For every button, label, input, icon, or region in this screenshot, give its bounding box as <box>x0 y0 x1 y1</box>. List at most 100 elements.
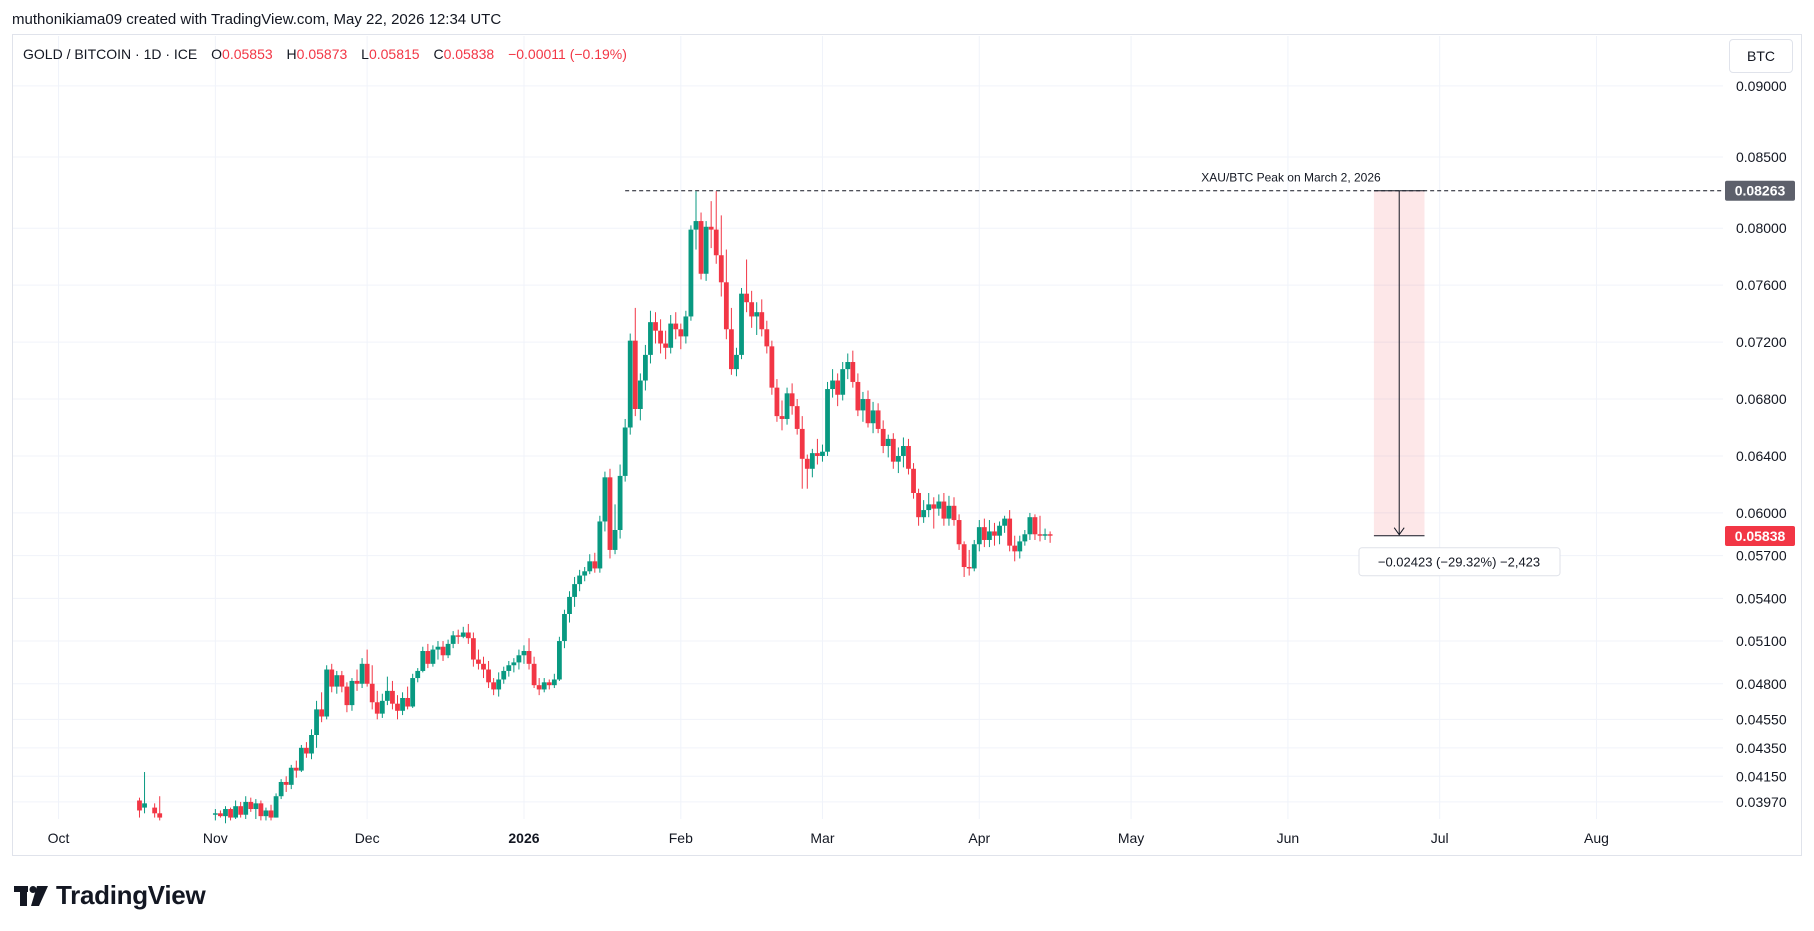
candle-body <box>496 679 502 690</box>
close-label: C <box>433 46 444 62</box>
candle-body <box>556 641 562 680</box>
candle-body <box>987 531 992 540</box>
candle-body <box>460 632 466 637</box>
low-value: 0.05815 <box>368 46 420 62</box>
x-tick-label: Feb <box>669 830 693 846</box>
last-price-tag: 0.05838 <box>1725 525 1795 546</box>
candle-body <box>1022 534 1028 542</box>
candle-body <box>324 669 330 717</box>
candle-body <box>693 221 699 230</box>
open-value: 0.05853 <box>222 46 273 62</box>
y-tick-label: 0.06000 <box>1736 505 1787 521</box>
candle-body <box>754 312 760 317</box>
candle-body <box>794 406 800 429</box>
candle-body <box>390 690 395 704</box>
candle-body <box>1017 541 1023 552</box>
candle-body <box>562 613 567 642</box>
candle-body <box>830 380 835 390</box>
candle-body <box>668 323 674 348</box>
y-tick-label: 0.04150 <box>1736 768 1787 784</box>
x-tick-label: Oct <box>48 830 70 846</box>
candle-body <box>157 813 163 818</box>
x-tick-label: 2026 <box>508 830 539 846</box>
candle-body <box>825 389 830 452</box>
candle-body <box>617 475 623 531</box>
y-tick-label: 0.07600 <box>1736 277 1787 293</box>
candle-body <box>607 477 613 550</box>
peak-price-tag: 0.08263 <box>1725 180 1795 201</box>
low-label: L <box>361 46 369 62</box>
candle-body <box>764 329 770 347</box>
change-value: −0.00011 (−0.19%) <box>508 46 627 62</box>
candle-body <box>688 229 694 317</box>
candle-body <box>531 663 537 686</box>
high-label: H <box>286 46 297 62</box>
symbol-label[interactable]: GOLD / BITCOIN · 1D · ICE <box>23 46 198 62</box>
high-value: 0.05873 <box>296 46 348 62</box>
candle-body <box>374 702 380 714</box>
candle-body <box>627 340 633 428</box>
candle-body <box>718 255 724 283</box>
candle-body <box>1037 534 1043 536</box>
candle-body <box>648 322 653 355</box>
candle-body <box>875 410 881 429</box>
candle-body <box>703 226 709 274</box>
measure-arrow-head <box>1393 527 1405 536</box>
tradingview-logo[interactable]: TradingView <box>14 880 206 911</box>
candle-body <box>739 293 744 355</box>
candle-body <box>521 651 527 656</box>
candle-body <box>334 675 340 687</box>
measure-info-text: −0.02423 (−29.32%) −2,423 <box>1378 555 1540 570</box>
y-tick-label: 0.05400 <box>1736 590 1787 606</box>
candle-body <box>698 221 704 274</box>
candle-body <box>405 697 411 707</box>
candle-body <box>683 316 689 337</box>
candle-body <box>233 806 239 818</box>
candle-body <box>354 680 360 684</box>
candle-body <box>298 747 304 771</box>
candle-body <box>501 670 507 680</box>
candle-body <box>359 663 365 684</box>
candle-body <box>941 501 947 519</box>
ohlc-legend: GOLD / BITCOIN · 1D · ICE O0.05853 H0.05… <box>23 46 627 62</box>
candle-body <box>319 709 325 717</box>
candle-body <box>243 801 249 815</box>
candle-body <box>329 669 335 687</box>
candle-body <box>137 800 142 811</box>
candle-body <box>1002 518 1007 526</box>
y-tick-label: 0.08000 <box>1736 220 1787 236</box>
candle-body <box>511 662 517 666</box>
candle-body <box>845 362 851 370</box>
candle-body <box>901 446 906 456</box>
candle-body <box>546 682 552 686</box>
candle-body <box>744 293 749 303</box>
open-label: O <box>211 46 223 62</box>
candle-body <box>976 527 982 545</box>
candle-body <box>223 809 228 817</box>
candle-body <box>971 544 977 569</box>
currency-button[interactable]: BTC <box>1729 39 1793 73</box>
y-tick-label: 0.03970 <box>1736 794 1787 810</box>
tradingview-logo-icon <box>14 885 48 906</box>
candle-body <box>278 781 284 797</box>
candle-body <box>526 651 532 664</box>
candle-body <box>567 596 572 614</box>
peak-price-tag-text: 0.08263 <box>1735 183 1786 199</box>
candle-body <box>658 330 663 344</box>
x-tick-label: Jun <box>1277 830 1300 846</box>
candle-body <box>966 567 972 569</box>
candle-body <box>491 682 497 690</box>
y-tick-label: 0.04550 <box>1736 711 1787 727</box>
last-price-tag-bg <box>1725 525 1795 546</box>
candle-body <box>890 438 896 462</box>
candle-body <box>486 669 491 683</box>
candle-body <box>708 226 714 230</box>
candle-body <box>435 646 441 650</box>
y-tick-label: 0.04350 <box>1736 740 1787 756</box>
candle-body <box>253 803 259 810</box>
candle-body <box>784 393 790 419</box>
candle-body <box>850 362 856 382</box>
x-tick-label: May <box>1118 830 1144 846</box>
candle-body <box>142 803 147 808</box>
